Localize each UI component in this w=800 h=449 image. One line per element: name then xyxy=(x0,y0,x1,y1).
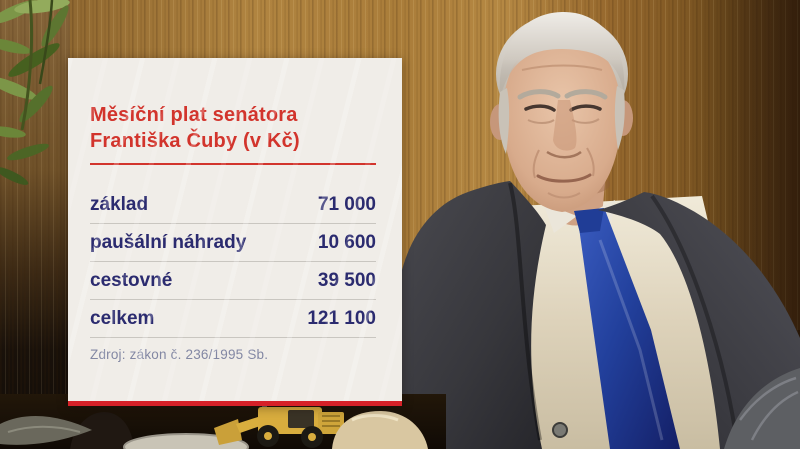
loader-bucket xyxy=(214,419,242,445)
loader-grille xyxy=(322,415,340,427)
tie xyxy=(577,210,680,449)
row-value: 39 500 xyxy=(317,269,376,291)
toy-wheel-loader xyxy=(214,398,344,448)
forehead-wrinkle xyxy=(521,64,603,71)
fabric-folds-right xyxy=(738,376,799,441)
jacket-button xyxy=(552,422,568,438)
right-eye xyxy=(569,104,602,112)
tie-knot xyxy=(574,208,604,233)
hair-side-left xyxy=(498,88,510,154)
table-row-cestovne: cestovné 39 500 xyxy=(90,261,376,299)
senator-figure xyxy=(392,11,800,449)
gray-fabric-left xyxy=(0,416,92,445)
table-row-zaklad: základ 71 000 xyxy=(90,186,376,223)
dark-pot xyxy=(70,412,134,449)
row-label: základ xyxy=(90,193,149,215)
lapel-right-fold xyxy=(650,194,740,449)
row-value: 10 600 xyxy=(317,231,376,253)
card-title-line1: Měsíční plat senátora xyxy=(90,104,298,126)
fabric-fold xyxy=(7,425,81,433)
source-section: Zdroj: zákon č. 236/1995 Sb. xyxy=(90,337,376,362)
loader-hub-front xyxy=(264,432,272,440)
wood-fence xyxy=(0,0,70,449)
left-eye xyxy=(524,104,556,112)
hair-side-right xyxy=(614,86,625,150)
loader-hub-rear xyxy=(308,433,316,441)
row-value: 71 000 xyxy=(317,193,376,215)
salary-table: základ 71 000 paušální náhrady 10 600 ce… xyxy=(90,186,376,362)
houseplant xyxy=(0,0,70,185)
left-eye-bag xyxy=(527,119,555,124)
suit-jacket-right xyxy=(598,192,800,449)
source-note: Zdroj: zákon č. 236/1995 Sb. xyxy=(90,347,269,362)
loader-rear xyxy=(318,412,344,434)
row-label: celkem xyxy=(90,307,155,329)
left-eyebrow xyxy=(517,89,561,100)
table-row-celkem: celkem 121 100 xyxy=(90,299,376,337)
nasolabial-right xyxy=(586,147,595,177)
collar-left xyxy=(543,203,577,233)
gray-fabric-right xyxy=(724,368,800,449)
title-underline xyxy=(90,163,376,165)
chin-crease xyxy=(547,192,581,199)
right-eyebrow xyxy=(564,89,608,100)
table-row-pausalni-nahrady: paušální náhrady 10 600 xyxy=(90,223,376,261)
loader-cab-window xyxy=(288,410,314,428)
row-label: cestovné xyxy=(90,269,173,291)
card-title: Měsíční plat senátora Františka Čuby (v … xyxy=(90,102,376,154)
tie-sheen xyxy=(598,239,664,441)
head xyxy=(490,11,633,212)
row-label: paušální náhrady xyxy=(90,231,247,253)
salary-infographic-card: Měsíční plat senátora Františka Čuby (v … xyxy=(68,58,402,406)
suit-jacket-left xyxy=(392,181,546,449)
row-value: 121 100 xyxy=(307,307,376,329)
mouth xyxy=(536,173,592,183)
nasolabial-left xyxy=(532,149,540,179)
nose xyxy=(553,100,577,151)
hair-front xyxy=(499,11,625,98)
cream-sculpture xyxy=(332,411,428,449)
card-title-line2: Františka Čuby (v Kč) xyxy=(90,130,300,152)
nostril-line xyxy=(546,150,582,159)
lapel-left-fold xyxy=(508,182,542,441)
sculpture-highlight xyxy=(351,414,399,422)
